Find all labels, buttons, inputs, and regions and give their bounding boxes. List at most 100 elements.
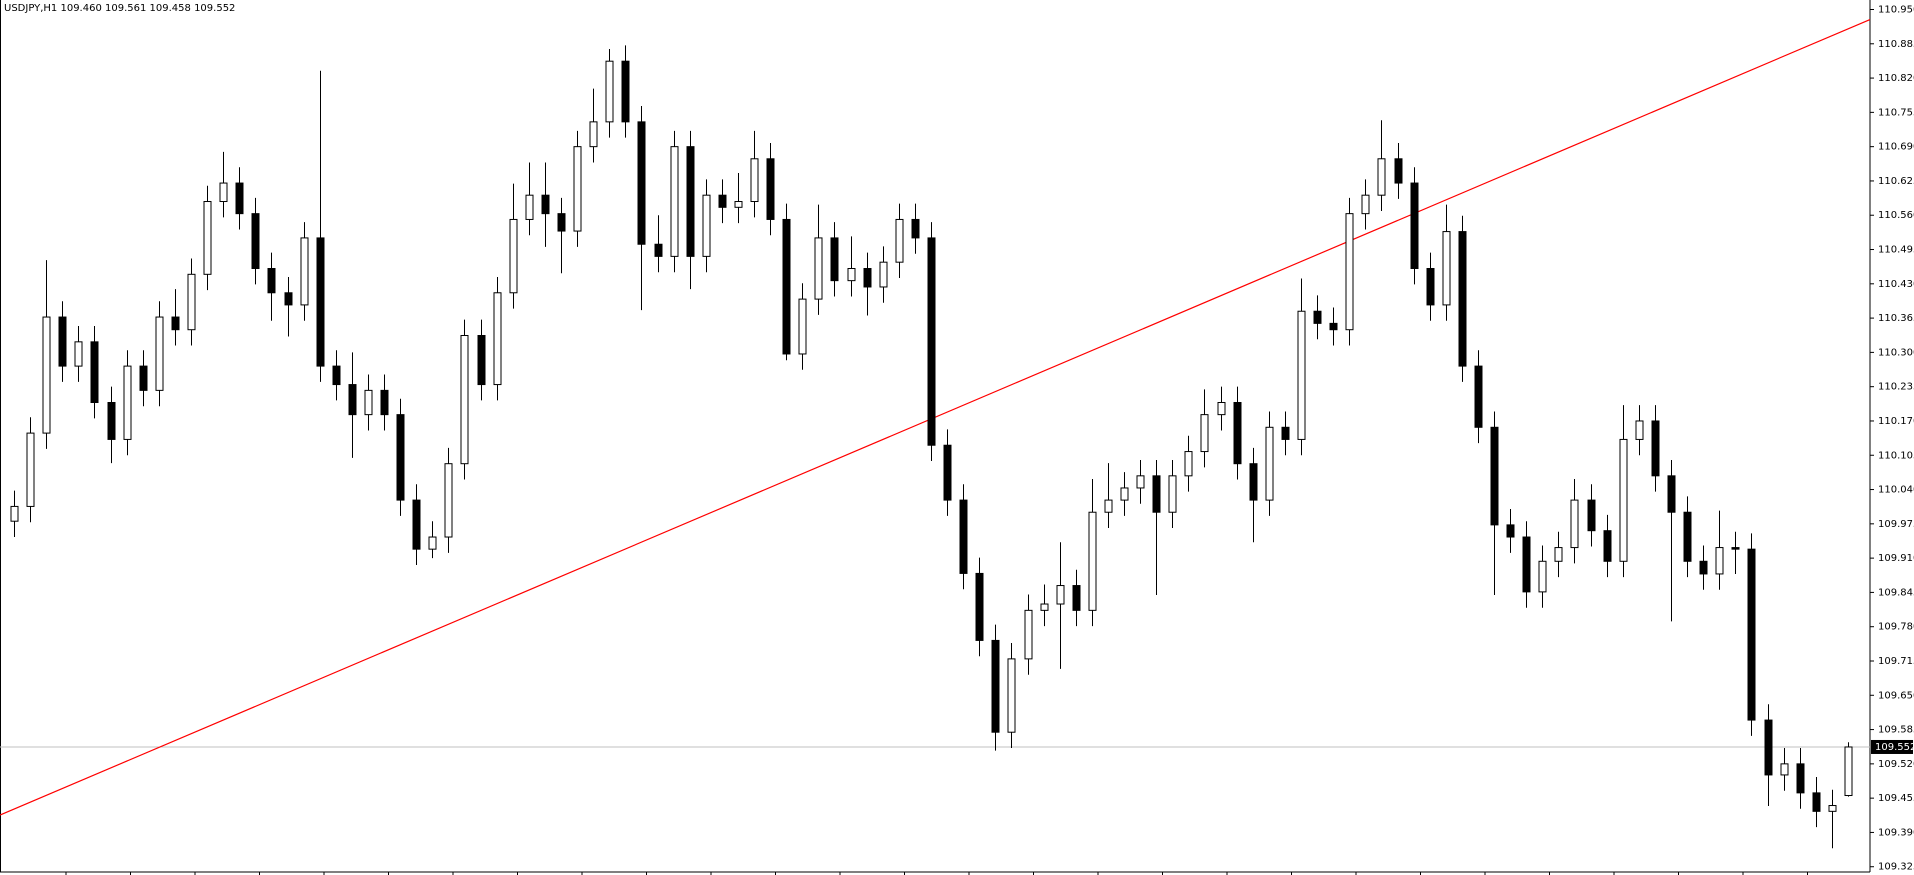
candle-body xyxy=(1474,365,1483,428)
candle-body xyxy=(396,414,405,501)
candle-body xyxy=(1313,310,1322,324)
candle-body xyxy=(1587,499,1596,532)
candle-body xyxy=(782,218,791,355)
y-tick-label: 109.975 xyxy=(1878,519,1914,530)
candle-body xyxy=(1217,402,1226,416)
candle-body xyxy=(959,499,968,574)
y-tick-label: 110.885 xyxy=(1878,39,1914,50)
candle-body xyxy=(1812,792,1821,812)
candle-body xyxy=(943,444,952,501)
candle-body xyxy=(1458,231,1467,367)
candle-body xyxy=(1570,499,1579,549)
candle-body xyxy=(10,505,19,522)
candle-body xyxy=(90,341,99,404)
candle-body xyxy=(284,292,293,306)
candle-body xyxy=(991,639,1000,733)
candle-body xyxy=(1394,158,1403,184)
candle-body xyxy=(1715,547,1724,575)
candle-body xyxy=(1152,475,1161,513)
candle-body xyxy=(139,365,148,391)
candle-body xyxy=(589,121,598,148)
candle-body xyxy=(879,261,888,288)
candle-body xyxy=(348,384,357,416)
y-tick-label: 110.170 xyxy=(1878,416,1914,427)
candle-body xyxy=(863,268,872,288)
candle-body xyxy=(1184,451,1193,477)
y-tick-label: 109.455 xyxy=(1878,793,1914,804)
candle-body xyxy=(1007,658,1016,733)
candle-body xyxy=(1200,414,1209,453)
candle-body xyxy=(1667,475,1676,513)
candle-body xyxy=(814,237,823,300)
candle-body xyxy=(1377,158,1386,196)
y-tick-label: 110.820 xyxy=(1878,73,1914,84)
candle-body xyxy=(460,335,469,465)
y-tick-label: 110.495 xyxy=(1878,245,1914,256)
candle-body xyxy=(1104,499,1113,513)
candle-body xyxy=(927,237,936,446)
candle-body xyxy=(1024,609,1033,660)
candle-body xyxy=(364,389,373,416)
last-price-box xyxy=(1871,739,1913,754)
y-tick-label: 110.040 xyxy=(1878,485,1914,496)
candle-body xyxy=(444,463,453,538)
candle-body xyxy=(1072,585,1081,611)
y-tick-label: 110.690 xyxy=(1878,142,1914,153)
candle-body xyxy=(203,201,212,275)
candle-body xyxy=(1619,438,1628,562)
candle-body xyxy=(1265,426,1274,501)
candle-body xyxy=(187,273,196,331)
candle-body xyxy=(1490,426,1499,526)
y-tick-label: 109.650 xyxy=(1878,690,1914,701)
candle-body xyxy=(1056,585,1065,605)
candle-body xyxy=(1844,746,1853,797)
candle-body xyxy=(1426,268,1435,306)
candle-body xyxy=(509,218,518,294)
candle-body xyxy=(251,213,260,270)
candle-body xyxy=(1249,463,1258,501)
candle-body xyxy=(1683,511,1692,562)
candle-body xyxy=(702,194,711,257)
y-tick-label: 110.560 xyxy=(1878,210,1914,221)
last-price-label: 109.552 xyxy=(1875,742,1914,753)
y-tick-label: 110.105 xyxy=(1878,450,1914,461)
candle-body xyxy=(830,237,839,282)
candle-body xyxy=(847,268,856,282)
candle-body xyxy=(1731,547,1740,550)
candle-body xyxy=(766,158,775,220)
candle-body xyxy=(1747,548,1756,721)
y-tick-label: 109.715 xyxy=(1878,656,1914,667)
candle-body xyxy=(1361,194,1370,215)
y-tick-label: 110.365 xyxy=(1878,313,1914,324)
candle-body xyxy=(1088,511,1097,611)
candle-body xyxy=(911,218,920,239)
y-tick-label: 110.300 xyxy=(1878,347,1914,358)
candle-body xyxy=(1506,524,1515,538)
y-tick-label: 110.235 xyxy=(1878,382,1914,393)
candle-body xyxy=(332,365,341,386)
candle-body xyxy=(1538,560,1547,593)
candle-body xyxy=(1329,322,1338,331)
candle-body xyxy=(718,194,727,208)
candle-body xyxy=(300,237,309,306)
candle-body xyxy=(58,316,67,367)
candle-body xyxy=(1410,182,1419,270)
candle-body xyxy=(734,201,743,208)
y-tick-label: 110.625 xyxy=(1878,176,1914,187)
candle-body xyxy=(686,146,695,257)
candle-body xyxy=(493,292,502,386)
candle-body xyxy=(654,243,663,257)
y-tick-label: 109.390 xyxy=(1878,827,1914,838)
candle-body xyxy=(1764,719,1773,776)
candle-body xyxy=(525,194,534,220)
candle-body xyxy=(750,158,759,203)
y-tick-label: 110.430 xyxy=(1878,279,1914,290)
candle-body xyxy=(219,182,228,203)
candle-body xyxy=(412,499,421,550)
candle-body xyxy=(1780,763,1789,776)
candle-body xyxy=(1651,420,1660,477)
candle-body xyxy=(316,237,325,367)
candle-body xyxy=(123,365,132,440)
y-tick-label: 109.325 xyxy=(1878,862,1914,873)
